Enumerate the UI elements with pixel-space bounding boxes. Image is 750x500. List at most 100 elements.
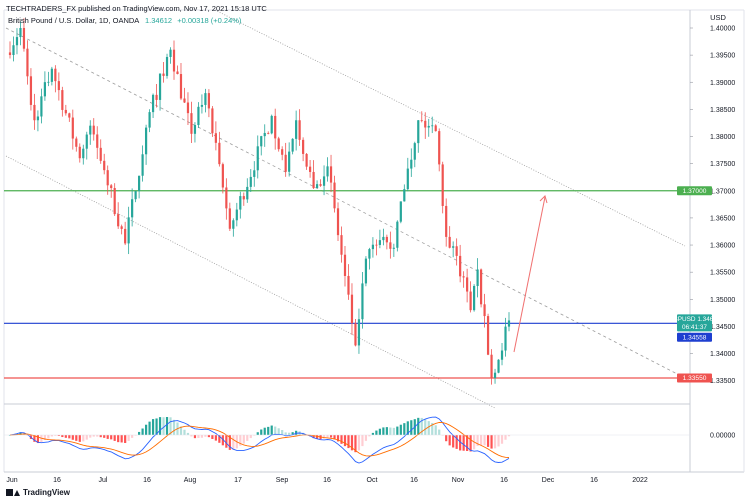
candle-body [131, 199, 134, 218]
time-axis: Jun 16 Jul 16 Aug 17 Sep 16 Oct 16 Nov 16 Dec 16 2022 [6, 477, 648, 484]
y-tick-label: 1.35500 [710, 270, 735, 277]
candle-body [249, 176, 252, 187]
histogram-bar [479, 435, 483, 446]
histogram-bar [47, 435, 50, 439]
candle [396, 220, 399, 252]
candle-body [71, 117, 74, 139]
candle-body [106, 170, 109, 186]
histogram-bar [438, 429, 441, 435]
candle-body [354, 323, 357, 346]
candle-body [288, 151, 291, 172]
candle-body [186, 102, 190, 114]
candle-body [270, 115, 273, 134]
candle-body [378, 240, 381, 245]
histogram-bar [445, 435, 448, 442]
histogram-bar [78, 435, 81, 442]
histogram-bar [270, 425, 273, 435]
candle [403, 184, 406, 202]
histogram-bar [162, 417, 165, 435]
histogram-bar [396, 426, 399, 435]
histogram-bar [193, 435, 197, 439]
candle [466, 268, 469, 303]
y-tick-label: 1.40000 [710, 26, 735, 33]
candle [500, 343, 504, 366]
candle [228, 202, 231, 232]
candle [214, 121, 217, 151]
candle-body [19, 28, 22, 38]
histogram-bar [179, 426, 183, 435]
histogram-bar [172, 419, 176, 435]
candle-body [315, 184, 319, 189]
candle [298, 109, 301, 146]
histogram-bar [124, 435, 127, 443]
x-tick-label: 2022 [632, 477, 648, 484]
level-tag-green-text: 1.37000 [683, 188, 707, 195]
candle-body [225, 187, 228, 209]
candle-body [493, 372, 497, 378]
candle-body [99, 147, 102, 161]
y-tick-label: 1.38000 [710, 134, 735, 141]
histogram-bar [288, 432, 291, 435]
candle [288, 142, 291, 177]
candle [36, 110, 40, 132]
candle-body [228, 208, 231, 229]
candle [47, 71, 50, 87]
candle-body [15, 37, 19, 46]
candle [497, 359, 500, 374]
histogram-bar [392, 427, 395, 435]
candle-body [183, 98, 186, 103]
projection-arrow [513, 195, 548, 353]
histogram-bar [141, 428, 144, 435]
histogram-bar [242, 435, 245, 444]
candle [445, 198, 448, 247]
signal-line [9, 422, 510, 458]
candle-body [246, 186, 249, 200]
histogram-bar [284, 432, 287, 435]
candle-body [127, 217, 130, 244]
histogram-bar [127, 435, 130, 441]
candle [336, 202, 340, 242]
histogram-bar [490, 435, 493, 449]
x-tick-label: 16 [410, 477, 418, 484]
tradingview-logo-icon [6, 489, 20, 496]
histogram-bar [424, 419, 427, 435]
histogram-bar [96, 435, 99, 437]
y-tick-label: 1.39000 [710, 80, 735, 87]
candle-body [469, 291, 472, 311]
candle [441, 161, 444, 214]
histogram-bar [197, 435, 200, 438]
candle [357, 308, 361, 354]
candle-body [340, 235, 343, 255]
candle [19, 21, 22, 46]
candle [235, 202, 238, 227]
candle-body [424, 120, 427, 128]
histogram-bar [64, 435, 67, 438]
histogram-bar [486, 435, 490, 447]
histogram-bar [452, 435, 455, 448]
candle-body [64, 109, 67, 114]
candle-body [207, 93, 211, 109]
histogram-bar [403, 423, 406, 435]
candle-body [110, 185, 113, 189]
symbol-title[interactable]: British Pound / U.S. Dollar, 1D, OANDA [8, 16, 139, 25]
candle [424, 112, 427, 139]
candle-body [291, 138, 294, 152]
candle [340, 226, 343, 263]
histogram-bar [364, 435, 368, 441]
histogram-bar [138, 431, 141, 435]
candle [322, 165, 326, 196]
y-tick-label: 1.35000 [710, 297, 735, 304]
candle-body [256, 146, 259, 171]
x-tick-label: 16 [53, 477, 61, 484]
histogram-bar [50, 435, 53, 437]
oscillator-pane: 0.00000 [4, 416, 735, 464]
histogram-bar [92, 435, 95, 437]
candle [420, 111, 423, 123]
candle-body [500, 350, 504, 360]
candle [106, 165, 109, 195]
candle-body [504, 326, 507, 351]
tradingview-footer[interactable]: TradingView [6, 488, 70, 497]
candle [82, 144, 85, 165]
price-tags: 1.37000 1.34558 1.33550 GBPUSD 1.3461206:41… [669, 186, 721, 383]
